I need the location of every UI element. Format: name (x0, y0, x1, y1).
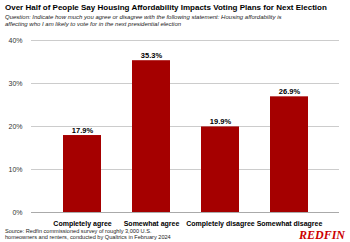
svg-text:30%: 30% (8, 79, 22, 86)
svg-text:Somewhat disagree: Somewhat disagree (257, 220, 323, 228)
svg-text:17.9%: 17.9% (72, 125, 94, 134)
svg-text:19.9%: 19.9% (210, 117, 232, 126)
svg-text:0%: 0% (12, 208, 22, 215)
svg-text:20%: 20% (8, 122, 22, 129)
svg-text:26.9%: 26.9% (279, 87, 301, 96)
html-text:Question: Indicate how much yo: Question: Indicate how much you agree or… (5, 14, 282, 28)
svg-text:10%: 10% (8, 165, 22, 172)
svg-text:Somewhat agree: Somewhat agree (124, 220, 180, 228)
svg-text:Completely agree: Completely agree (53, 220, 111, 228)
html-text:Source: Redfin commissioned su: Source: Redfin commissioned survey of ro… (5, 227, 171, 241)
html-text:Over Half of People Say Housin: Over Half of People Say Housing Affordab… (5, 3, 327, 12)
html-text:REDFIN: REDFIN (299, 228, 345, 242)
svg-text:Completely disagree: Completely disagree (186, 220, 255, 228)
svg-text:40%: 40% (8, 36, 22, 43)
svg-text:35.3%: 35.3% (141, 51, 163, 60)
